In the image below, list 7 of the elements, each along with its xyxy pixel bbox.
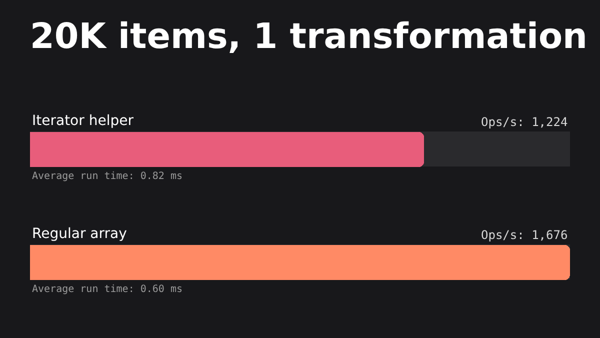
annotation: Average run time: 0.60 ms bbox=[32, 284, 183, 295]
data-label: Ops/s: 1,676 bbox=[481, 228, 568, 242]
y-tick-label: Regular array bbox=[32, 226, 127, 242]
chart-title: 20K items, 1 transformation bbox=[30, 17, 588, 58]
data-label: Ops/s: 1,224 bbox=[481, 115, 568, 129]
annotation: Average run time: 0.82 ms bbox=[32, 171, 183, 182]
y-tick-label: Iterator helper bbox=[32, 113, 134, 129]
